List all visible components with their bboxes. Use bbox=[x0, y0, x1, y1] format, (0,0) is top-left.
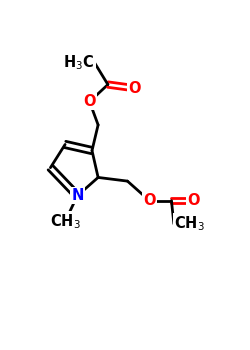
Text: CH$_3$: CH$_3$ bbox=[50, 212, 80, 231]
Text: O: O bbox=[128, 81, 141, 96]
Text: N: N bbox=[71, 188, 84, 203]
Text: H$_3$C: H$_3$C bbox=[63, 53, 94, 72]
Text: O: O bbox=[143, 193, 156, 208]
Text: CH$_3$: CH$_3$ bbox=[174, 215, 205, 233]
Text: O: O bbox=[83, 94, 96, 109]
Text: O: O bbox=[187, 193, 200, 208]
